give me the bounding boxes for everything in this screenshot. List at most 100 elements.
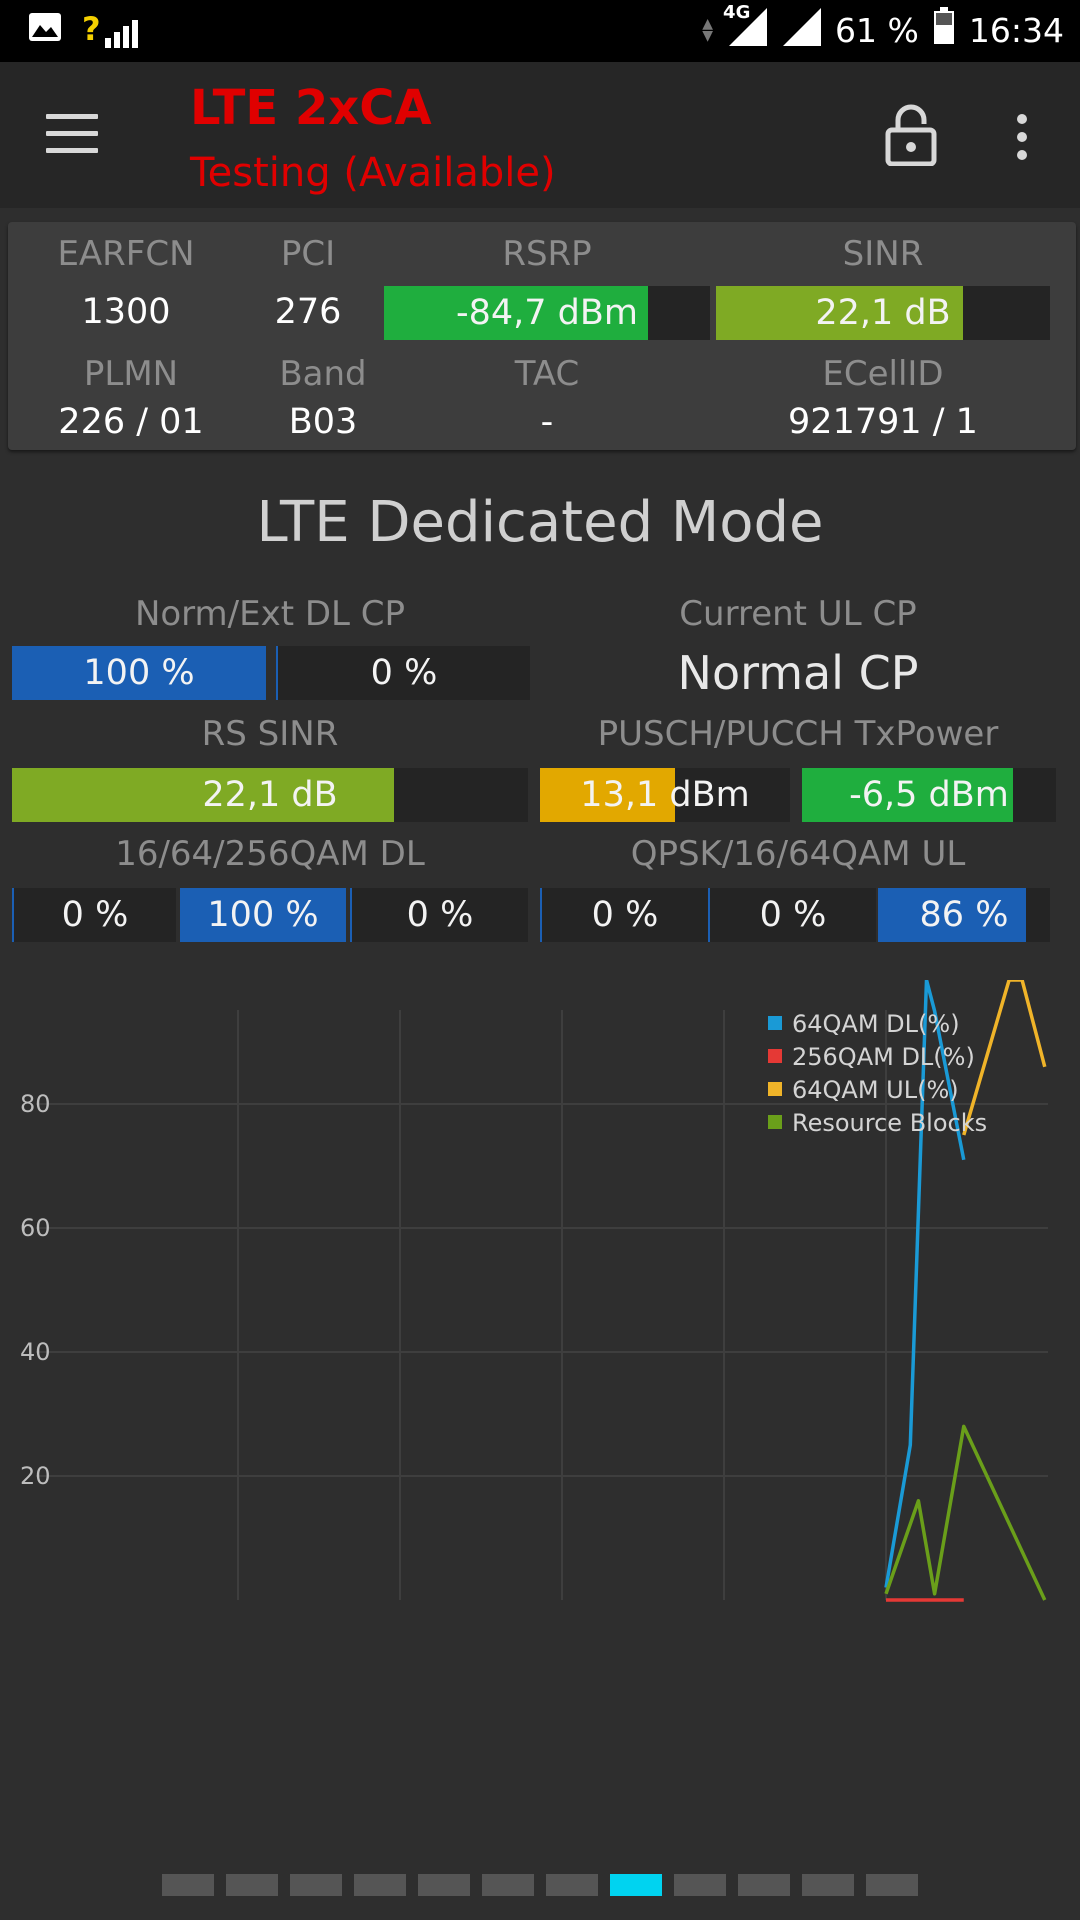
band-label: Band: [279, 354, 367, 394]
page-dot[interactable]: [674, 1874, 726, 1896]
legend-swatch: [768, 1082, 782, 1096]
section-title: LTE Dedicated Mode: [256, 490, 824, 555]
y-tick-label: 20: [20, 1462, 51, 1490]
ul-cp-label: Current UL CP: [679, 594, 917, 634]
dl-cp-extended-bar: 0 %: [276, 646, 530, 700]
page-dot[interactable]: [546, 1874, 598, 1896]
data-arrows-icon: ▲ ▼: [702, 16, 714, 44]
series-line-3: [884, 1424, 1047, 1601]
qam64-dl-fill: [180, 888, 346, 942]
qam64-ul-value: 86 %: [919, 895, 1009, 935]
rs-sinr-label: RS SINR: [201, 714, 339, 754]
pusch-power-bar: 13,1 dBm: [540, 768, 790, 822]
earfcn-value: 1300: [81, 292, 171, 332]
page-dot[interactable]: [482, 1874, 534, 1896]
rsrp-bar-fill: [384, 286, 649, 340]
qam256-dl-bar: 0 %: [350, 888, 528, 942]
plmn-label: PLMN: [83, 354, 179, 394]
y-tick-label: 40: [20, 1338, 51, 1366]
cell-signal-icon: [781, 6, 822, 54]
y-tick-label: 80: [20, 1090, 51, 1118]
qam-ul-label: QPSK/16/64QAM UL: [630, 834, 966, 874]
tac-value: -: [540, 402, 554, 442]
clock: 16:34: [968, 10, 1064, 50]
page-dot[interactable]: [610, 1874, 662, 1896]
modulation-line-chart: 10203040502040608064QAM DL(%)256QAM DL(%…: [20, 980, 1048, 1602]
hamburger-menu-icon[interactable]: [46, 114, 98, 154]
y-tick-label: 60: [20, 1214, 51, 1242]
cell-info-card: EARFCN 1300 PCI 276 RSRP -84,7 dBm SINR …: [8, 222, 1076, 450]
rs-sinr-fill: [12, 768, 394, 822]
app-title: LTE 2xCA: [190, 80, 432, 136]
tac-label: TAC: [514, 354, 580, 394]
sinr-value: 22,1 dB: [815, 293, 951, 333]
qpsk-ul-bar: 0 %: [540, 888, 708, 942]
qam16-dl-bar: 0 %: [12, 888, 176, 942]
series-line-2: [962, 980, 1047, 1136]
qpsk-ul-value: 0 %: [591, 895, 659, 935]
pusch-power-fill: [540, 768, 675, 822]
status-bar: ? ▲ ▼ 4G 61 % 16:34: [0, 0, 1080, 62]
qam16-ul-bar: 0 %: [708, 888, 876, 942]
sinr-bar: 22,1 dB: [716, 286, 1050, 340]
qam64-dl-value: 100 %: [207, 895, 319, 935]
page-dot[interactable]: [354, 1874, 406, 1896]
ecellid-value: 921791 / 1: [788, 402, 978, 442]
pucch-power-value: -6,5 dBm: [849, 775, 1009, 815]
plmn-value: 226 / 01: [58, 402, 204, 442]
series-line-0: [884, 980, 966, 1588]
page-dot[interactable]: [802, 1874, 854, 1896]
legend-swatch: [768, 1016, 782, 1030]
ul-cp-value: Normal CP: [677, 646, 919, 700]
page-dot[interactable]: [162, 1874, 214, 1896]
qam64-ul-bar: 86 %: [878, 888, 1050, 942]
legend-swatch: [768, 1115, 782, 1129]
rs-sinr-value: 22,1 dB: [202, 775, 338, 815]
earfcn-label: EARFCN: [57, 234, 195, 274]
dl-cp-label: Norm/Ext DL CP: [134, 594, 406, 634]
page-dot[interactable]: [418, 1874, 470, 1896]
page-dot[interactable]: [226, 1874, 278, 1896]
band-value: B03: [288, 402, 358, 442]
sinr-label: SINR: [842, 234, 924, 274]
legend-label: Resource Blocks: [792, 1109, 987, 1137]
sinr-bar-fill: [716, 286, 964, 340]
qam16-dl-value: 0 %: [61, 895, 129, 935]
dl-cp-normal-fill: [12, 646, 266, 700]
battery-percent: 61 %: [835, 10, 919, 50]
lock-icon[interactable]: [884, 104, 938, 167]
page-dot[interactable]: [866, 1874, 918, 1896]
pci-label: PCI: [280, 234, 336, 274]
qam16-ul-value: 0 %: [759, 895, 827, 935]
pucch-power-fill: [802, 768, 1013, 822]
pci-value: 276: [274, 292, 342, 332]
tx-power-label: PUSCH/PUCCH TxPower: [597, 714, 999, 754]
pusch-power-value: 13,1 dBm: [580, 775, 750, 815]
rsrp-value: -84,7 dBm: [455, 293, 638, 333]
legend-label: 256QAM DL(%): [792, 1043, 975, 1071]
rs-sinr-bar: 22,1 dB: [12, 768, 528, 822]
app-toolbar: LTE 2xCA Testing (Available): [0, 62, 1080, 208]
image-icon: [28, 12, 62, 46]
dl-cp-normal-value: 100 %: [83, 653, 195, 693]
dl-cp-extended-value: 0 %: [370, 653, 438, 693]
page-dot[interactable]: [738, 1874, 790, 1896]
qam256-dl-value: 0 %: [406, 895, 474, 935]
legend-label: 64QAM UL(%): [792, 1076, 959, 1104]
rsrp-label: RSRP: [502, 234, 592, 274]
app-subtitle: Testing (Available): [190, 150, 556, 196]
qam64-ul-fill: [878, 888, 1026, 942]
rsrp-bar: -84,7 dBm: [384, 286, 710, 340]
qam-dl-label: 16/64/256QAM DL: [115, 834, 425, 874]
page-dot[interactable]: [290, 1874, 342, 1896]
ecellid-label: ECellID: [822, 354, 944, 394]
pucch-power-bar: -6,5 dBm: [802, 768, 1056, 822]
dl-cp-normal-bar: 100 %: [12, 646, 266, 700]
legend-swatch: [768, 1049, 782, 1063]
network-signal-icon: 4G: [723, 2, 768, 54]
legend-label: 64QAM DL(%): [792, 1010, 960, 1038]
signal-unknown-icon: ?: [82, 10, 139, 48]
qam64-dl-bar: 100 %: [180, 888, 346, 942]
more-vert-icon[interactable]: [1012, 114, 1032, 174]
page-indicator: [0, 1874, 1080, 1896]
